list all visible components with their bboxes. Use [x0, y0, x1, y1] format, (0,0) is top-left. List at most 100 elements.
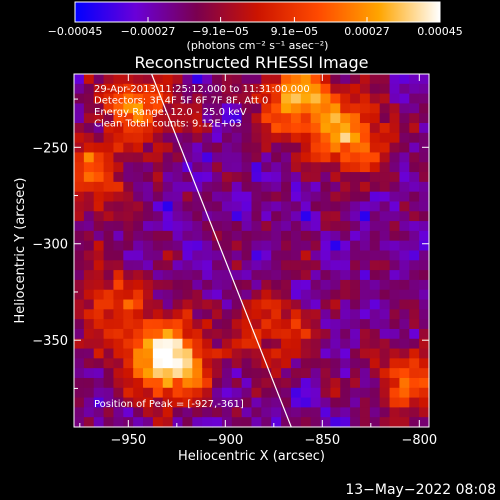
heatmap-cell [300, 201, 312, 212]
heatmap-cell [152, 328, 164, 340]
heatmap-cell [350, 397, 361, 408]
heatmap-cell [340, 348, 351, 359]
heatmap-cell [359, 299, 371, 310]
heatmap-cell [281, 358, 292, 369]
heatmap-cell [231, 309, 243, 320]
heatmap-cell [300, 358, 312, 369]
heatmap-cell [340, 368, 351, 379]
heatmap-cell [123, 407, 134, 418]
heatmap-cell [152, 319, 164, 330]
heatmap-cell [182, 83, 193, 95]
heatmap-cell [202, 83, 213, 95]
heatmap-cell [152, 162, 164, 173]
heatmap-cell [192, 162, 203, 173]
heatmap-cell [162, 113, 174, 124]
heatmap-cell [409, 132, 420, 144]
heatmap-cell [300, 417, 312, 428]
heatmap-cell [74, 270, 85, 281]
heatmap-cell [74, 319, 85, 330]
heatmap-cell [300, 191, 312, 203]
heatmap-cell [152, 387, 164, 399]
heatmap-cell [340, 162, 351, 173]
heatmap-cell [231, 417, 243, 428]
heatmap-cell [310, 93, 322, 105]
heatmap-cell [261, 368, 272, 379]
heatmap-cell [290, 328, 302, 340]
heatmap-cell [359, 132, 371, 144]
heatmap-cell [172, 191, 184, 203]
heatmap-cell [310, 407, 322, 418]
heatmap-cell [290, 319, 302, 330]
heatmap-cell [162, 74, 174, 85]
heatmap-cell [202, 260, 213, 271]
heatmap-cell [389, 358, 401, 369]
heatmap-cell [231, 240, 243, 252]
heatmap-cell [241, 250, 253, 261]
heatmap-cell [379, 240, 391, 252]
heatmap-cell [310, 240, 322, 252]
heatmap-cell [83, 368, 95, 379]
heatmap-cell [320, 397, 331, 408]
heatmap-cell [74, 74, 85, 85]
heatmap-cell [389, 132, 401, 144]
heatmap-cell [221, 397, 233, 408]
heatmap-cell [340, 387, 351, 399]
heatmap-cell [281, 417, 292, 428]
heatmap-cell [369, 289, 381, 301]
heatmap-cell [202, 299, 213, 310]
heatmap-cell [133, 172, 144, 183]
heatmap-cell [271, 230, 282, 242]
heatmap-cell [330, 113, 341, 124]
heatmap-cell [123, 358, 134, 369]
heatmap-cell [290, 123, 302, 134]
heatmap-cell [261, 230, 272, 242]
heatmap-cell [379, 348, 391, 359]
heatmap-cell [340, 132, 351, 144]
heatmap-cell [310, 368, 322, 379]
heatmap-cell [330, 132, 341, 144]
heatmap-cell [172, 221, 184, 232]
heatmap-cell [251, 289, 262, 301]
heatmap-cell [399, 172, 410, 183]
heatmap-cell [221, 377, 233, 389]
heatmap-cell [281, 407, 292, 418]
heatmap-cell [300, 328, 312, 340]
heatmap-cell [271, 172, 282, 183]
heatmap-cell [74, 279, 85, 291]
heatmap-cell [330, 181, 341, 193]
heatmap-cell [271, 348, 282, 359]
heatmap-cell [221, 162, 233, 173]
heatmap-cell [113, 181, 124, 193]
heatmap-cell [369, 181, 381, 193]
heatmap-cell [300, 368, 312, 379]
heatmap-cell [310, 74, 322, 85]
heatmap-cell [379, 319, 391, 330]
heatmap-cell [152, 299, 164, 310]
heatmap-cell [231, 181, 243, 193]
heatmap-cell [241, 358, 253, 369]
heatmap-cell [113, 191, 124, 203]
heatmap-cell [221, 407, 233, 418]
heatmap-cell [369, 358, 381, 369]
heatmap-cell [241, 103, 253, 114]
heatmap-cell [281, 348, 292, 359]
heatmap-cell [133, 309, 144, 320]
heatmap-cell [182, 407, 193, 418]
heatmap-cell [359, 319, 371, 330]
heatmap-cell [74, 407, 85, 418]
heatmap-cell [271, 309, 282, 320]
heatmap-cell [133, 201, 144, 212]
heatmap-cell [202, 191, 213, 203]
heatmap-cell [290, 260, 302, 271]
heatmap-cell [359, 83, 371, 95]
heatmap-cell [221, 93, 233, 105]
heatmap-cell [310, 328, 322, 340]
heatmap-cell [231, 260, 243, 271]
heatmap-cell [152, 230, 164, 242]
heatmap-cell [162, 309, 174, 320]
heatmap-cell [74, 162, 85, 173]
colorbar [74, 1, 441, 23]
heatmap-cell [340, 397, 351, 408]
heatmap-cell [172, 397, 184, 408]
heatmap-cell [340, 270, 351, 281]
